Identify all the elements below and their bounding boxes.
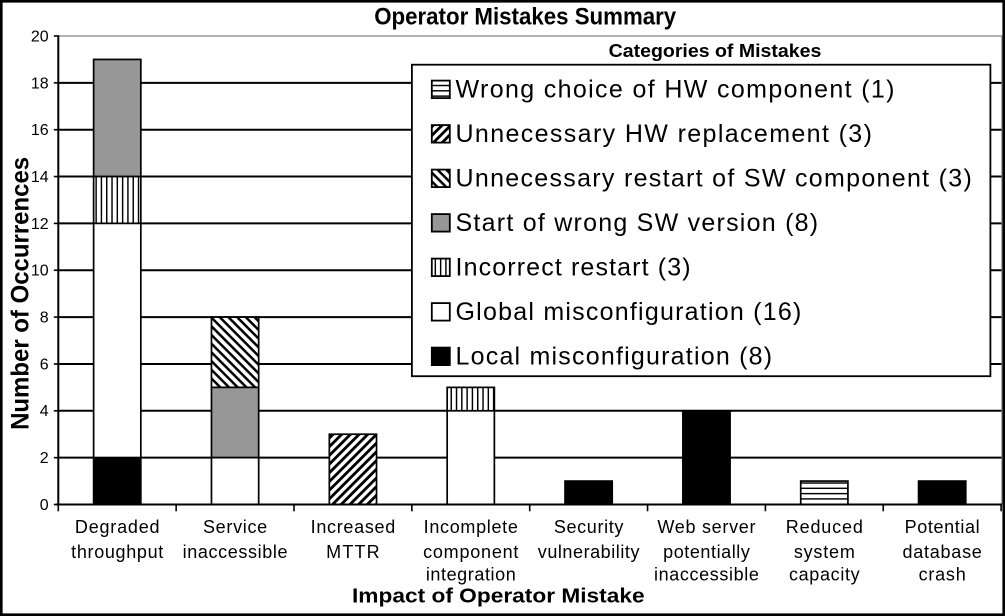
- svg-text:Start of wrong SW version (8): Start of wrong SW version (8): [456, 209, 819, 237]
- svg-text:Local misconfiguration (8): Local misconfiguration (8): [456, 342, 773, 370]
- svg-text:MTTR: MTTR: [326, 542, 380, 562]
- svg-text:0: 0: [40, 497, 49, 514]
- svg-text:Unnecessary HW replacement (3): Unnecessary HW replacement (3): [456, 120, 872, 148]
- svg-text:capacity: capacity: [789, 565, 860, 585]
- svg-text:inaccessible: inaccessible: [654, 565, 759, 585]
- svg-text:12: 12: [31, 216, 49, 233]
- svg-text:Security: Security: [554, 517, 624, 537]
- svg-text:14: 14: [31, 169, 49, 186]
- svg-text:Wrong choice of HW component (: Wrong choice of HW component (1): [456, 75, 895, 103]
- svg-text:Potential: Potential: [905, 517, 980, 537]
- svg-text:component: component: [423, 542, 518, 562]
- svg-text:16: 16: [31, 122, 49, 139]
- svg-text:4: 4: [40, 403, 49, 420]
- svg-text:vulnerability: vulnerability: [538, 542, 640, 562]
- svg-text:Degraded: Degraded: [75, 517, 160, 537]
- svg-text:inaccessible: inaccessible: [183, 542, 288, 562]
- svg-text:Incomplete: Incomplete: [424, 517, 518, 537]
- svg-text:Reduced: Reduced: [786, 517, 863, 537]
- svg-text:crash: crash: [919, 565, 966, 585]
- svg-text:system: system: [794, 542, 855, 562]
- svg-text:Increased: Increased: [311, 517, 396, 537]
- svg-text:potentially: potentially: [663, 542, 750, 562]
- svg-text:2: 2: [40, 450, 49, 467]
- svg-text:throughput: throughput: [71, 542, 163, 562]
- svg-text:database: database: [903, 542, 982, 562]
- svg-text:Incorrect restart (3): Incorrect restart (3): [456, 253, 691, 281]
- svg-text:integration: integration: [426, 565, 516, 585]
- svg-text:6: 6: [40, 356, 49, 373]
- svg-text:Impact of Operator Mistake: Impact of Operator Mistake: [352, 585, 645, 607]
- svg-text:8: 8: [40, 310, 49, 327]
- svg-text:Operator Mistakes Summary: Operator Mistakes Summary: [374, 3, 676, 30]
- svg-text:18: 18: [31, 75, 49, 92]
- svg-text:Global misconfiguration (16): Global misconfiguration (16): [456, 298, 802, 326]
- svg-text:10: 10: [31, 263, 49, 280]
- svg-text:Number of Occurrences: Number of Occurrences: [6, 157, 34, 430]
- svg-text:Service: Service: [203, 517, 267, 537]
- svg-text:Unnecessary restart of SW comp: Unnecessary restart of SW component (3): [456, 164, 972, 192]
- svg-text:Categories of Mistakes: Categories of Mistakes: [609, 40, 822, 61]
- svg-text:Web server: Web server: [657, 517, 755, 537]
- svg-text:20: 20: [31, 28, 49, 45]
